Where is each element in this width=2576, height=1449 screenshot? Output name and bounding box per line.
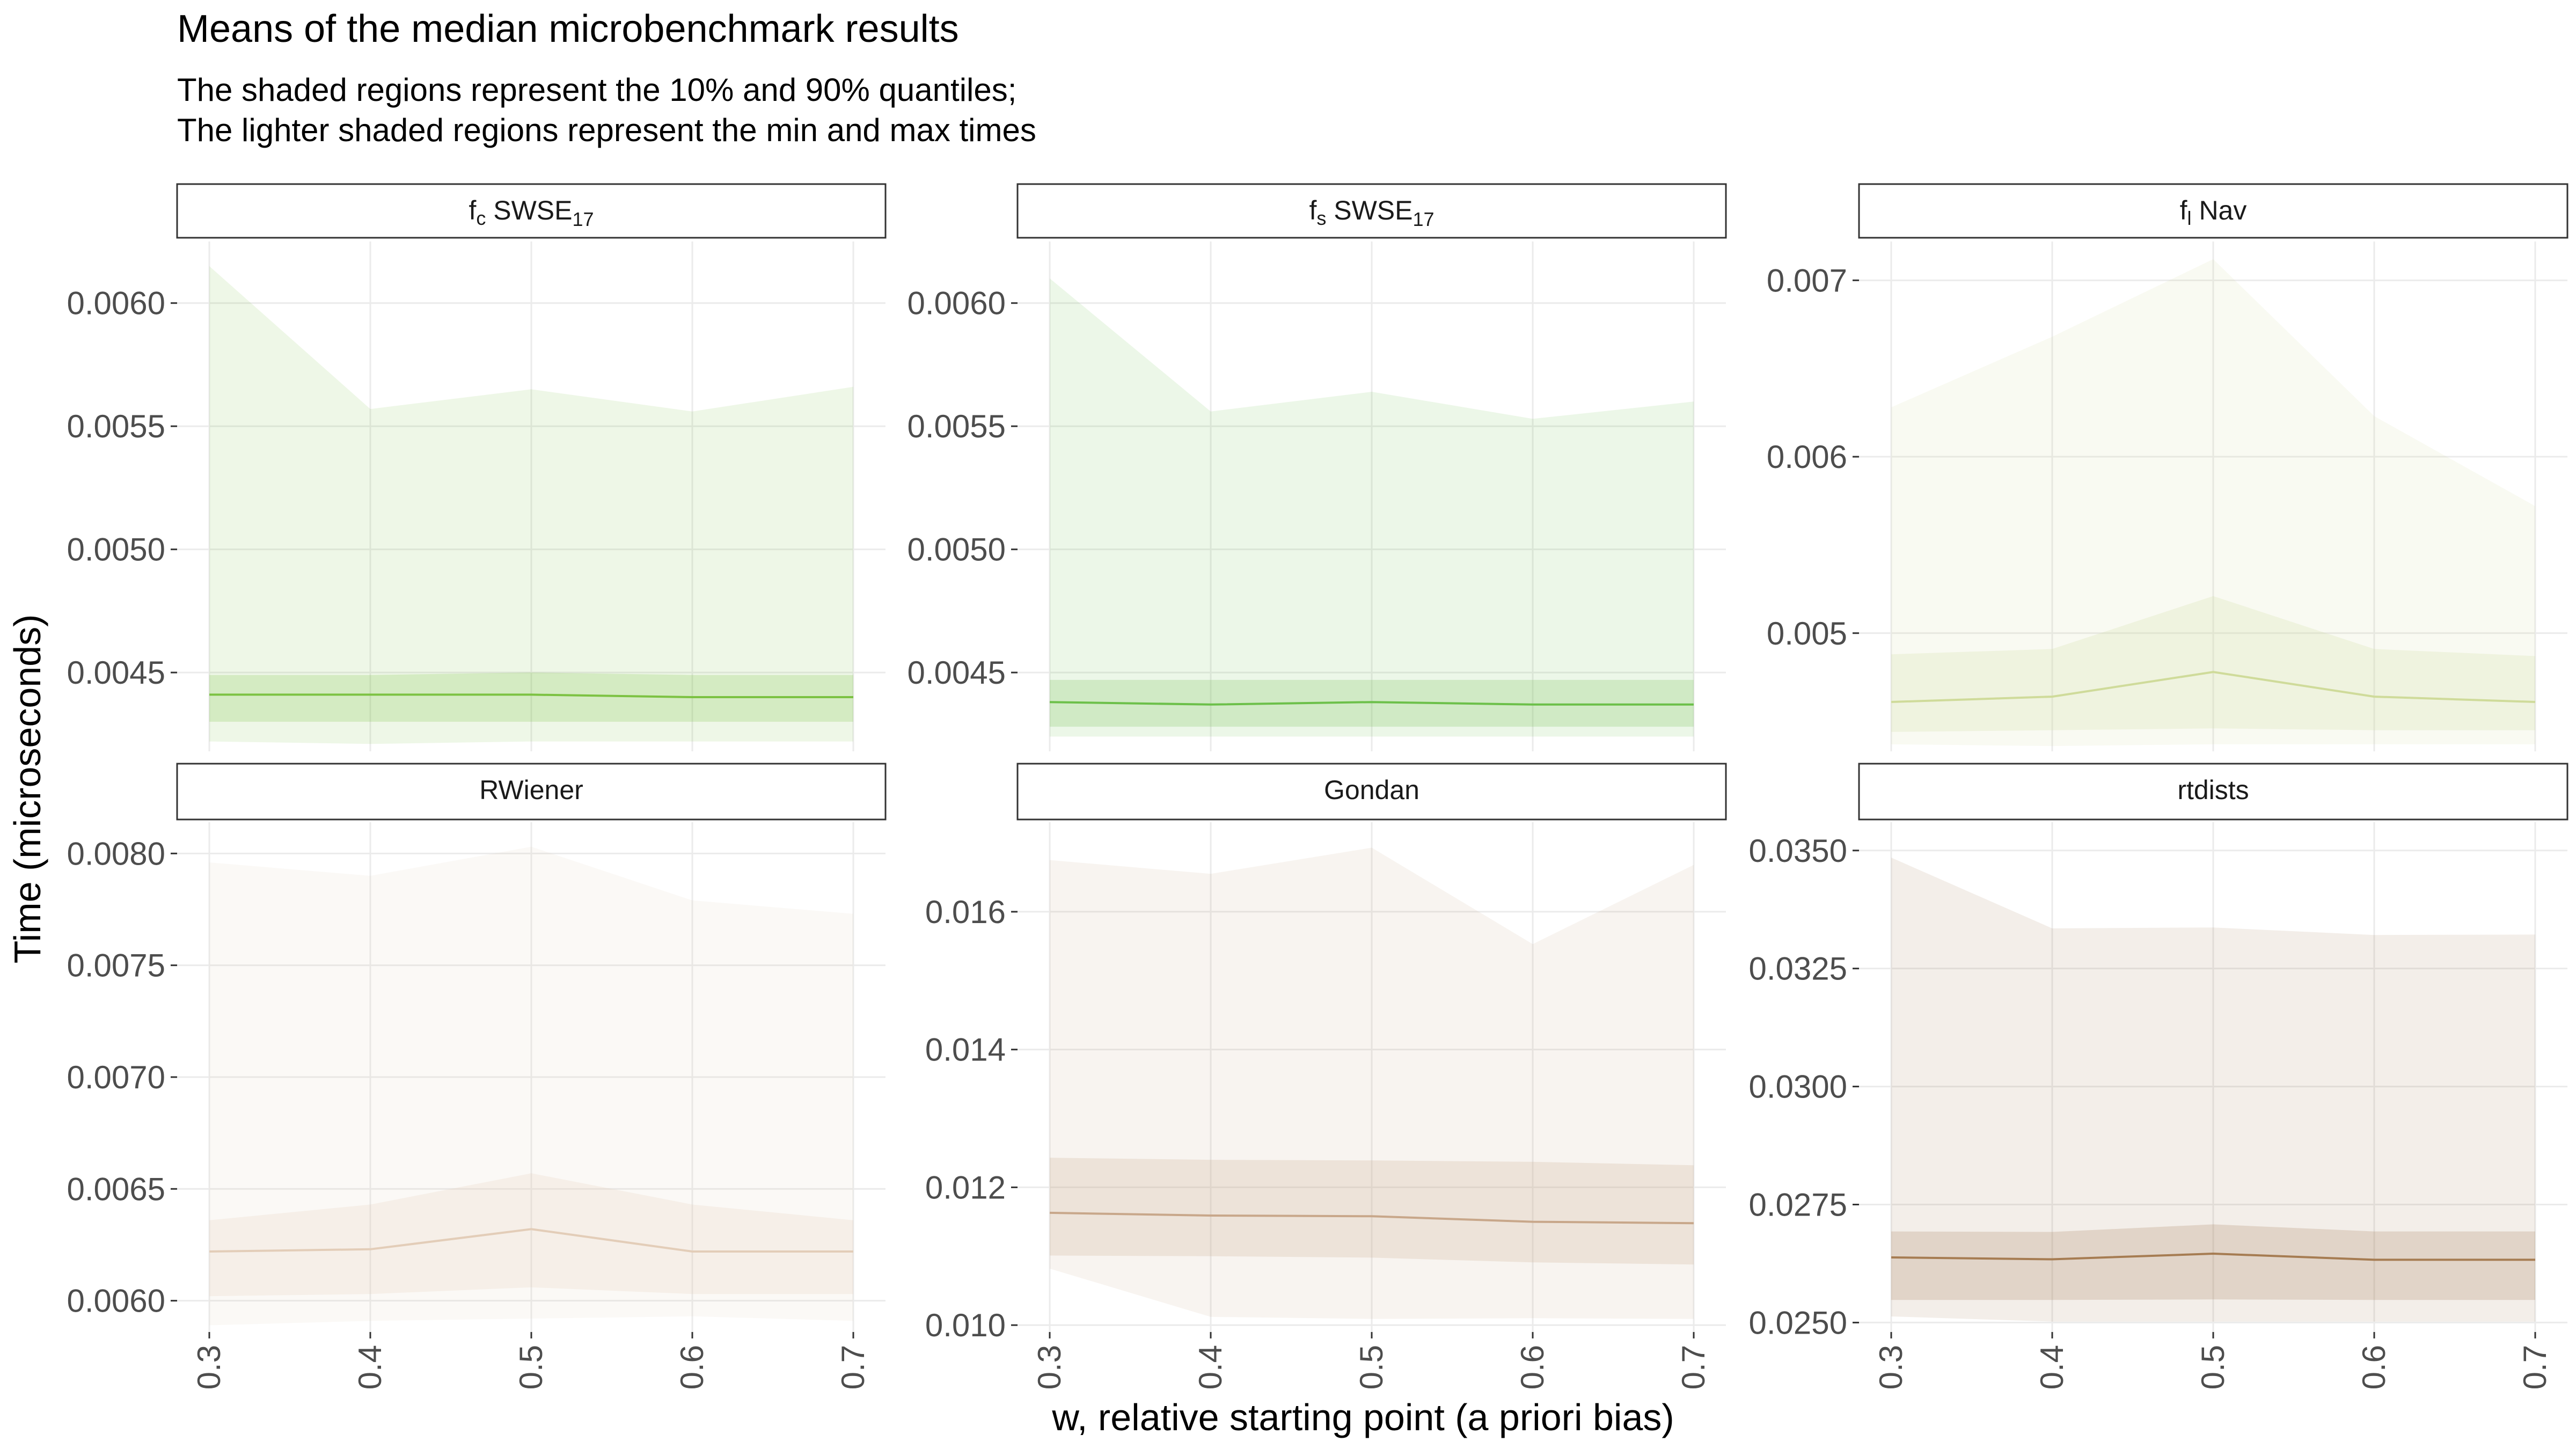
y-tick-label: 0.0045 (907, 655, 1006, 691)
quantile-band (1050, 679, 1694, 727)
min-max-band (209, 266, 853, 744)
min-max-band (1891, 259, 2535, 747)
mean-line (1891, 671, 2536, 703)
y-tick-label: 0.0350 (1748, 833, 1847, 869)
panel-grid (1859, 241, 2567, 751)
y-tick-label: 0.0060 (67, 1283, 165, 1319)
y-tick-label: 0.0075 (67, 948, 165, 984)
panel-grid (1018, 822, 1726, 1332)
chart-subtitle-line-2: The lighter shaded regions represent the… (177, 112, 1036, 148)
min-max-band (209, 846, 853, 1326)
y-tick-label: 0.0050 (907, 532, 1006, 568)
y-tick-label: 0.0275 (1748, 1187, 1847, 1223)
quantile-band (209, 672, 853, 722)
panel-grid (177, 241, 885, 751)
x-tick-label: 0.3 (1873, 1345, 1909, 1389)
panel-4: RWiener 0.0060 0.0065 0.0070 0.0075 0.0080 0.3… (67, 763, 887, 1389)
y-tick-label: 0.0070 (67, 1059, 165, 1095)
y-axis-title: Time (microseconds) (6, 614, 48, 964)
mean-line (1891, 1252, 2535, 1261)
y-tick-label: 0.0055 (907, 408, 1006, 444)
y-tick-label: 0.0050 (67, 532, 165, 568)
panel-grid (1859, 822, 2567, 1332)
quantile-band (209, 1173, 853, 1297)
x-tick-label: 0.5 (2195, 1345, 2231, 1389)
panel-strip (176, 183, 887, 239)
panel-5: Gondan 0.010 0.012 0.014 0.016 0.3 0.4 0.5 0.6 0.… (925, 763, 1727, 1389)
x-tick-label: 0.6 (2356, 1345, 2392, 1389)
y-tick-label: 0.016 (925, 894, 1006, 930)
y-tick-label: 0.0080 (67, 836, 165, 872)
mean-line (209, 1228, 853, 1253)
panel-6: rtdists 0.0250 0.0275 0.0300 0.0325 0.0350 0.3… (1748, 763, 2568, 1389)
panel-3: fl Nav 0.005 0.006 0.007 (1767, 183, 2568, 751)
y-tick-label: 0.007 (1767, 262, 1847, 298)
panel-strip (1858, 183, 2568, 239)
y-tick-label: 0.0300 (1748, 1069, 1847, 1105)
y-tick-label: 0.0055 (67, 408, 165, 444)
x-tick-label: 0.4 (1192, 1345, 1228, 1389)
x-tick-label: 0.4 (2034, 1345, 2070, 1389)
x-tick-label: 0.7 (2517, 1345, 2553, 1389)
y-tick-label: 0.0250 (1748, 1305, 1847, 1341)
y-tick-label: 0.005 (1767, 616, 1847, 652)
panel-strip-label: fl Nav (2180, 195, 2247, 229)
min-max-band (1050, 278, 1694, 737)
x-tick-label: 0.7 (1675, 1345, 1711, 1389)
panel-1: fc SWSE17 0.0045 0.0050 0.0055 0.0060 (67, 183, 887, 751)
mean-line (1049, 701, 1694, 706)
chart-title: Means of the median microbenchmark resul… (177, 8, 959, 50)
panel-strip (1016, 183, 1727, 239)
panel-2: fs SWSE17 0.0045 0.0050 0.0055 0.0060 (907, 183, 1727, 751)
y-tick-label: 0.006 (1767, 439, 1847, 475)
panel-strip (1016, 763, 1727, 821)
y-tick-label: 0.012 (925, 1169, 1006, 1205)
x-tick-label: 0.7 (835, 1345, 871, 1389)
y-tick-label: 0.0045 (67, 655, 165, 691)
x-tick-label: 0.5 (513, 1345, 549, 1389)
mean-line (209, 693, 853, 698)
y-tick-label: 0.0325 (1748, 951, 1847, 987)
panel-grid (177, 822, 885, 1332)
panel-grid (1018, 241, 1726, 751)
x-tick-label: 0.4 (352, 1345, 388, 1389)
panel-strip-label: rtdists (2177, 775, 2249, 805)
panel-strip (176, 763, 887, 821)
y-tick-label: 0.0065 (67, 1171, 165, 1207)
x-tick-label: 0.3 (191, 1345, 227, 1389)
y-tick-label: 0.0060 (67, 286, 165, 321)
x-tick-label: 0.6 (1514, 1345, 1550, 1389)
mean-line (1049, 1211, 1694, 1225)
x-tick-label: 0.5 (1353, 1345, 1389, 1389)
x-tick-label: 0.6 (674, 1345, 710, 1389)
y-tick-label: 0.0060 (907, 286, 1006, 321)
x-tick-label: 0.3 (1031, 1345, 1067, 1389)
min-max-band (1050, 847, 1694, 1319)
y-tick-label: 0.014 (925, 1032, 1006, 1068)
quantile-band (1891, 1224, 2535, 1300)
panel-strip-label: fs SWSE17 (1309, 195, 1434, 230)
min-max-band (1891, 858, 2535, 1322)
panel-strip-label: RWiener (479, 775, 583, 805)
x-axis-title: w, relative starting point (a priori bia… (1051, 1396, 1674, 1438)
panel-strip-label: fc SWSE17 (469, 195, 594, 230)
panel-strip (1858, 763, 2568, 821)
quantile-band (1891, 596, 2535, 732)
chart-subtitle-line-1: The shaded regions represent the 10% and… (177, 72, 1016, 108)
y-tick-label: 0.010 (925, 1307, 1006, 1343)
panel-strip-label: Gondan (1324, 775, 1419, 805)
quantile-band (1050, 1158, 1694, 1265)
